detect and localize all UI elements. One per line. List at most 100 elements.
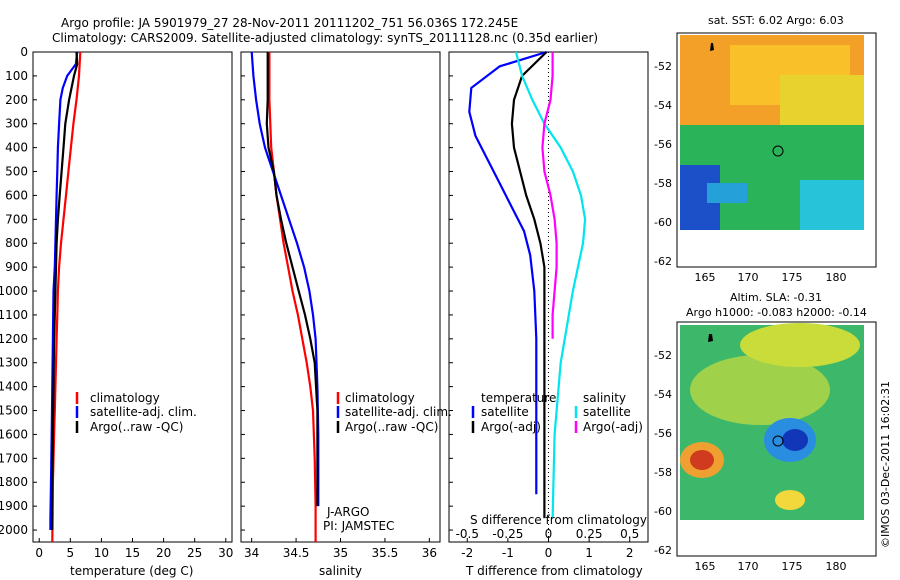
depth-tick-label: 2000 [0, 523, 28, 537]
depth-tick-label: 1900 [0, 499, 28, 513]
land-marker [708, 334, 713, 342]
depth-tick-label: 1700 [0, 451, 28, 465]
map-x-tick-label: 170 [738, 271, 759, 284]
land-marker [710, 43, 714, 51]
x-tick-label: 35 [333, 546, 348, 560]
legend-label-temp-argo: Argo(-adj) [481, 420, 541, 434]
x-tick-label: 0 [545, 546, 553, 560]
x-tick-label: 10 [94, 546, 109, 560]
depth-tick-label: 200 [5, 93, 28, 107]
legend-label-satellite: satellite-adj. clim. [345, 405, 452, 419]
salinity-x-ticks: 34 34.5 35 35.5 36 [244, 538, 437, 560]
map-x-tick-label: 170 [738, 560, 759, 573]
salinity-series [250, 51, 320, 542]
s-diff-tick-label: -0.25 [492, 527, 523, 541]
s-diff-tick-label: 0 [545, 527, 553, 541]
s-difference-ticks: -0.5 -0.25 0 0.25 0.5 [456, 527, 640, 541]
series-line [250, 51, 320, 507]
map-y-tick-label: -52 [654, 60, 672, 73]
legend-label-sal-satellite: satellite [583, 405, 631, 419]
map-x-tick-label: 175 [782, 560, 803, 573]
s-difference-label: S difference from climatology [470, 513, 647, 527]
temperature-xlabel: temperature (deg C) [70, 564, 193, 578]
s-diff-tick-label: -0.5 [456, 527, 479, 541]
x-tick-label: 5 [66, 546, 74, 560]
map-y-tick-label: -62 [654, 544, 672, 557]
map-y-tick-label: -56 [654, 138, 672, 151]
temperature-series [49, 51, 82, 543]
depth-tick-label: 1800 [0, 475, 28, 489]
series-line [49, 51, 79, 530]
institution-note: J-ARGO [326, 505, 369, 519]
sla-darkblue-region [782, 429, 808, 451]
s-diff-tick-label: 0.5 [620, 527, 639, 541]
depth-tick-label: 600 [5, 188, 28, 202]
x-tick-label: 25 [187, 546, 202, 560]
depth-tick-label: 700 [5, 212, 28, 226]
map-y-tick-label: -52 [654, 349, 672, 362]
salinity-panel-frame [240, 51, 441, 543]
argo-location-marker [772, 435, 784, 447]
map-x-tick-label: 175 [782, 271, 803, 284]
depth-tick-label: 1100 [0, 308, 28, 322]
depth-tick-label: 900 [5, 260, 28, 274]
sst-lightblue-region [707, 183, 747, 203]
map-x-tick-label: 165 [695, 271, 716, 284]
x-tick-label: 15 [125, 546, 140, 560]
sla-map-title-1: Altim. SLA: -0.31 [730, 291, 822, 304]
map-x-tick-label: 165 [695, 560, 716, 573]
x-tick-label: 2 [626, 546, 634, 560]
sla-yellow-region [775, 490, 805, 510]
x-tick-label: 34.5 [283, 546, 310, 560]
x-tick-label: -2 [461, 546, 473, 560]
legend-label-climatology: climatology [345, 391, 415, 405]
depth-tick-label: 0 [20, 45, 28, 59]
sst-map-title: sat. SST: 6.02 Argo: 6.03 [708, 14, 844, 27]
sla-red-region [690, 450, 714, 470]
difference-xlabel: T difference from climatology [465, 564, 643, 578]
map-y-tick-label: -58 [654, 466, 672, 479]
depth-tick-label: 1000 [0, 284, 28, 298]
sst-map [676, 32, 877, 268]
map-y-tick-label: -60 [654, 505, 672, 518]
sst-x-ticks: 165 170 175 180 [695, 271, 847, 284]
legend-title-temperature: temperature [481, 391, 556, 405]
depth-axis: 0 100 200 300 400 500 600 700 800 900 1000 1100 1200… [0, 45, 453, 537]
legend-label-argo: Argo(..raw -QC) [90, 420, 183, 434]
imos-watermark: ©IMOS 03-Dec-2011 16:02:31 [879, 381, 892, 548]
series-line [268, 52, 317, 542]
difference-legend: temperature salinity satellite Argo(-adj… [471, 391, 643, 434]
series-line [541, 52, 558, 339]
map-y-tick-label: -60 [654, 216, 672, 229]
map-x-tick-label: 180 [826, 560, 847, 573]
x-tick-label: 34 [244, 546, 259, 560]
temperature-legend: climatology satellite-adj. clim. Argo(..… [75, 391, 197, 434]
legend-label-temp-satellite: satellite [481, 405, 529, 419]
argo-location-marker [772, 145, 784, 157]
legend-label-argo: Argo(..raw -QC) [345, 420, 438, 434]
series-line [468, 50, 547, 495]
legend-label-satellite: satellite-adj. clim. [90, 405, 197, 419]
header-line-2: Climatology: CARS2009. Satellite-adjuste… [52, 31, 598, 45]
map-x-tick-label: 180 [826, 271, 847, 284]
s-diff-tick-label: 0.25 [576, 527, 603, 541]
x-tick-label: 36 [422, 546, 437, 560]
map-y-tick-label: -54 [654, 99, 672, 112]
temperature-x-ticks: 0 5 10 15 20 25 30 [35, 538, 233, 560]
legend-title-salinity: salinity [583, 391, 626, 405]
salinity-xlabel: salinity [319, 564, 362, 578]
depth-tick-label: 1300 [0, 356, 28, 370]
depth-tick-label: 1600 [0, 427, 28, 441]
sla-lightgreen-region [690, 355, 830, 425]
series-line [510, 51, 548, 519]
series-line [51, 51, 82, 543]
legend-label-sal-argo: Argo(-adj) [583, 420, 643, 434]
depth-tick-label: 1400 [0, 380, 28, 394]
depth-tick-label: 500 [5, 165, 28, 179]
header-line-1: Argo profile: JA 5901979_27 28-Nov-2011 … [61, 16, 518, 30]
map-y-tick-label: -58 [654, 177, 672, 190]
x-tick-label: 35.5 [372, 546, 399, 560]
series-line [514, 51, 587, 519]
sla-map-title-2: Argo h1000: -0.083 h2000: -0.14 [686, 306, 867, 319]
pi-note: PI: JAMSTEC [323, 519, 394, 533]
